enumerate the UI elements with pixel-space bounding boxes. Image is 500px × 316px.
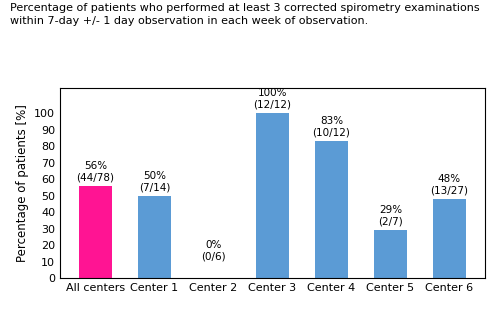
Text: (10/12): (10/12): [312, 128, 350, 138]
Text: 48%: 48%: [438, 174, 461, 184]
Text: (0/6): (0/6): [201, 252, 226, 262]
Y-axis label: Percentage of patients [%]: Percentage of patients [%]: [16, 104, 28, 262]
Text: 29%: 29%: [379, 205, 402, 216]
Bar: [316, 141, 348, 278]
Bar: [374, 230, 406, 278]
Text: (2/7): (2/7): [378, 217, 403, 227]
Bar: [256, 113, 288, 278]
Bar: [138, 196, 170, 278]
Text: (7/14): (7/14): [139, 182, 170, 192]
Text: 0%: 0%: [206, 240, 222, 250]
Text: Percentage of patients who performed at least 3 corrected spirometry examination: Percentage of patients who performed at …: [10, 3, 480, 26]
Text: 100%: 100%: [258, 88, 288, 98]
Text: 50%: 50%: [143, 171, 166, 181]
Text: 56%: 56%: [84, 161, 107, 171]
Text: (13/27): (13/27): [430, 185, 469, 196]
Text: (44/78): (44/78): [76, 173, 114, 182]
Bar: [433, 199, 466, 278]
Text: (12/12): (12/12): [254, 100, 292, 110]
Text: 83%: 83%: [320, 116, 343, 126]
Bar: [80, 186, 112, 278]
